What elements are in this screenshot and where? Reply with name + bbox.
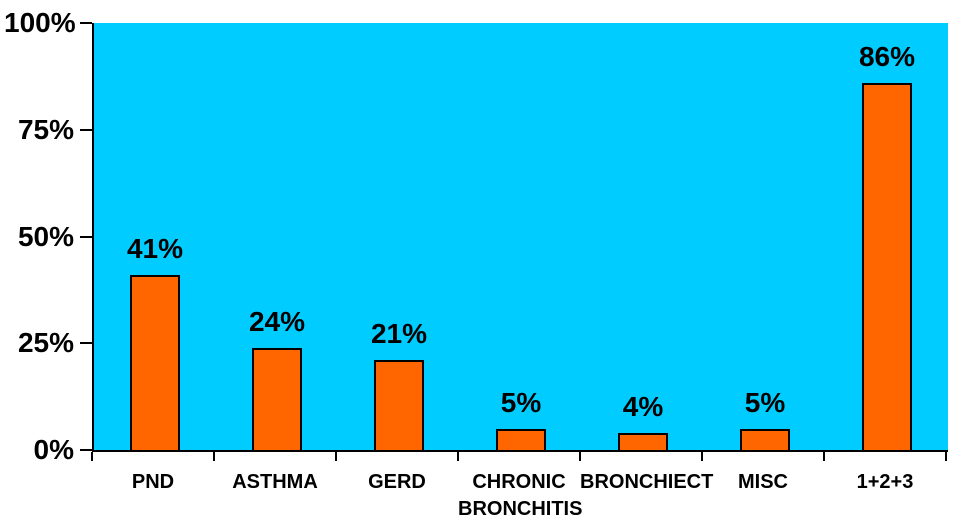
y-axis-tick xyxy=(80,342,92,344)
bar-gerd xyxy=(374,360,424,450)
value-label: 4% xyxy=(622,391,664,422)
x-axis-tick xyxy=(945,452,947,461)
x-axis-label: PND xyxy=(131,471,175,493)
y-axis-label: 75% xyxy=(17,114,74,145)
value-label: 86% xyxy=(858,41,916,72)
x-axis-label: CHRONIC BRONCHITIS xyxy=(458,471,583,520)
y-axis-tick xyxy=(80,449,92,451)
y-axis-label: 100% xyxy=(4,7,76,38)
bar-1-2-3 xyxy=(862,83,912,450)
y-axis-tick xyxy=(80,22,92,24)
plot-area: 41% 24% 21% 5% 4% 5% 86% xyxy=(92,23,948,452)
value-label: 21% xyxy=(370,318,428,349)
y-axis-label: 0% xyxy=(33,434,74,465)
value-label: 24% xyxy=(248,306,306,337)
y-axis-tick xyxy=(80,236,92,238)
bar-misc xyxy=(740,429,790,450)
x-axis-label: BRONCHIECT xyxy=(580,471,714,493)
y-axis-label: 25% xyxy=(17,327,74,358)
y-axis-label: 50% xyxy=(17,221,74,252)
x-axis-label: GERD xyxy=(368,471,426,493)
x-axis-label: ASTHMA xyxy=(232,471,318,493)
bar-chronic-bronchitis xyxy=(496,429,546,450)
plot-background xyxy=(94,23,948,450)
x-axis-tick xyxy=(91,452,93,461)
bar-pnd xyxy=(130,275,180,450)
bar-asthma xyxy=(252,348,302,450)
y-axis-tick xyxy=(80,129,92,131)
x-axis-tick xyxy=(579,452,581,461)
x-axis-label: MISC xyxy=(738,471,788,493)
value-label: 5% xyxy=(744,387,786,418)
bar-bronchiect xyxy=(618,433,668,450)
x-axis-tick xyxy=(457,452,459,461)
value-label: 5% xyxy=(500,387,542,418)
x-axis-tick xyxy=(701,452,703,461)
x-axis-label: 1+2+3 xyxy=(856,471,914,493)
x-axis-tick xyxy=(823,452,825,461)
x-axis-tick xyxy=(213,452,215,461)
x-axis-tick xyxy=(335,452,337,461)
value-label: 41% xyxy=(126,233,184,264)
